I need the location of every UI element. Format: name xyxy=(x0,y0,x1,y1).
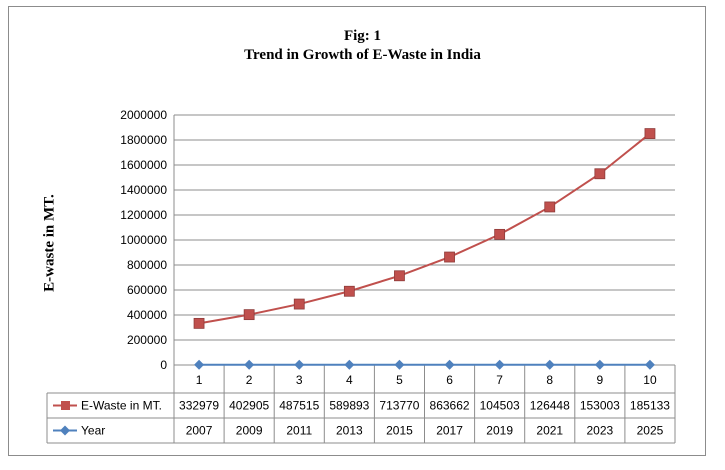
table-cell: 2007 xyxy=(186,424,213,438)
chart-subtitle: Trend in Growth of E-Waste in India xyxy=(244,47,481,63)
table-cell: 2025 xyxy=(637,424,664,438)
data-point xyxy=(194,359,205,370)
x-tick-label: 4 xyxy=(346,373,353,387)
chart-frame xyxy=(8,6,706,456)
data-point xyxy=(494,359,505,370)
data-point xyxy=(244,359,255,370)
legend-marker xyxy=(61,401,70,410)
x-tick-label: 9 xyxy=(597,373,604,387)
x-tick-label: 6 xyxy=(446,373,453,387)
data-point xyxy=(394,270,405,282)
chart-title: Fig: 1 xyxy=(343,28,382,44)
x-tick-label: 5 xyxy=(396,373,403,387)
y-tick-label: 800000 xyxy=(127,258,167,272)
table-cell: 2021 xyxy=(536,424,563,438)
y-tick-label: 1800000 xyxy=(120,133,167,147)
series-line xyxy=(198,132,651,325)
data-point xyxy=(544,201,556,213)
x-tick-label: 1 xyxy=(196,373,203,387)
y-tick-label: 1600000 xyxy=(120,158,167,172)
table-cell: 2023 xyxy=(586,424,613,438)
table-cell: 589893 xyxy=(329,399,369,413)
y-tick-label: 400000 xyxy=(127,308,167,322)
data-point xyxy=(294,359,305,370)
table-cell: 863662 xyxy=(430,399,470,413)
data-point xyxy=(444,251,455,263)
legend-marker xyxy=(60,425,70,436)
table-cell: 2015 xyxy=(386,424,413,438)
y-tick-label: 1400000 xyxy=(120,183,167,197)
legend-label: Year xyxy=(81,424,105,438)
x-tick-label: 8 xyxy=(546,373,553,387)
y-tick-label: 2000000 xyxy=(120,108,167,122)
data-point xyxy=(193,317,205,329)
data-point xyxy=(293,298,305,310)
y-tick-label: 600000 xyxy=(127,283,167,297)
data-point xyxy=(594,359,605,370)
data-point xyxy=(494,228,506,240)
table-cell: 2017 xyxy=(436,424,463,438)
x-tick-label: 7 xyxy=(496,373,503,387)
table-cell: 126448 xyxy=(530,399,570,413)
x-tick-label: 10 xyxy=(643,373,657,387)
data-point xyxy=(594,168,606,180)
table-cell: 185133 xyxy=(630,399,670,413)
x-tick-label: 3 xyxy=(296,373,303,387)
data-point xyxy=(243,309,255,321)
table-cell: 713770 xyxy=(379,399,419,413)
table-cell: 332979 xyxy=(179,399,219,413)
data-point xyxy=(394,359,405,370)
y-tick-label: 1000000 xyxy=(120,233,167,247)
data-point xyxy=(644,359,655,370)
table-cell: 2013 xyxy=(336,424,363,438)
table-cell: 487515 xyxy=(279,399,319,413)
data-point xyxy=(343,285,355,297)
data-point xyxy=(644,128,656,139)
table-cell: 153003 xyxy=(580,399,620,413)
data-point xyxy=(444,359,455,370)
y-tick-label: 1200000 xyxy=(120,208,167,222)
table-cell: 402905 xyxy=(229,399,269,413)
legend-label: E-Waste in MT. xyxy=(81,399,162,413)
data-point xyxy=(544,359,555,370)
x-tick-label: 2 xyxy=(246,373,253,387)
y-tick-label: 0 xyxy=(160,358,167,372)
table-cell: 104503 xyxy=(480,399,520,413)
table-cell: 2019 xyxy=(486,424,513,438)
table-cell: 2009 xyxy=(236,424,263,438)
table-cell: 2011 xyxy=(286,424,312,438)
data-point xyxy=(344,359,355,370)
y-tick-label: 200000 xyxy=(127,333,167,347)
